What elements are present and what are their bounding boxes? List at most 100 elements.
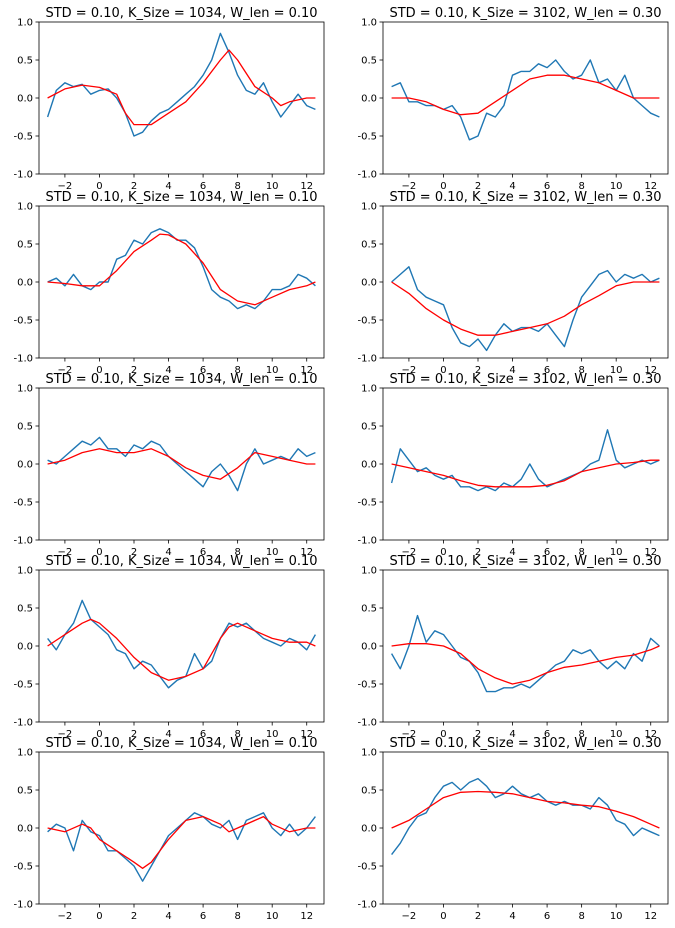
- x-tick-label: 8: [234, 729, 240, 740]
- series-line-1: [47, 436, 316, 492]
- x-tick-label: 4: [165, 911, 171, 922]
- x-tick-label: 6: [544, 181, 550, 192]
- axes-frame: [382, 387, 669, 541]
- series-line-2: [47, 618, 316, 681]
- y-tick-label: 0.5: [17, 422, 33, 433]
- y-tick-label: 1.0: [361, 566, 377, 577]
- y-tick-label: 0.5: [17, 240, 33, 251]
- y-tick-label: 0.5: [361, 786, 377, 797]
- y-tick-label: 0.5: [17, 604, 33, 615]
- y-tick-label: -1.0: [357, 536, 377, 547]
- x-tick-label: 2: [131, 911, 137, 922]
- y-tick-label: -0.5: [357, 498, 377, 509]
- subplot-title: STD = 0.10, K_Size = 3102, W_len = 0.30: [389, 736, 661, 751]
- series-line-1: [390, 429, 660, 492]
- x-tick-label: 4: [509, 365, 515, 376]
- subplot-title: STD = 0.10, K_Size = 3102, W_len = 0.30: [389, 554, 661, 569]
- x-tick-label: 2: [475, 365, 481, 376]
- x-tick-label: 8: [234, 365, 240, 376]
- series-line-1: [391, 777, 660, 856]
- x-tick-label: 6: [544, 729, 550, 740]
- x-tick-label: 12: [644, 729, 657, 740]
- x-tick-label: 10: [266, 181, 279, 192]
- x-tick-label: 2: [475, 911, 481, 922]
- x-tick-label: 0: [440, 911, 446, 922]
- y-tick-label: 0.0: [17, 824, 33, 835]
- subplot-5: -1.0 -0.5 0.0 0.5 1.0 −2 0 2 4 6 8 10 12 STD = 0.10, …: [13, 372, 325, 558]
- x-tick-label: 2: [131, 547, 137, 558]
- y-tick-label: 1.0: [361, 384, 377, 395]
- axes-frame: [38, 387, 325, 541]
- series-line-2: [391, 643, 660, 685]
- x-tick-label: 8: [578, 547, 584, 558]
- x-tick-label: 10: [610, 911, 623, 922]
- x-tick-label: 2: [475, 547, 481, 558]
- x-tick-label: 10: [610, 181, 623, 192]
- x-tick-label: 8: [578, 729, 584, 740]
- x-tick-label: 12: [300, 729, 313, 740]
- x-tick-label: 2: [131, 181, 137, 192]
- x-tick-label: 10: [266, 365, 279, 376]
- x-tick-label: 12: [300, 547, 313, 558]
- x-tick-label: 0: [96, 911, 102, 922]
- y-tick-label: 1.0: [17, 566, 33, 577]
- y-tick-label: -0.5: [13, 498, 33, 509]
- x-tick-label: 4: [509, 729, 515, 740]
- x-tick-label: 8: [578, 911, 584, 922]
- x-tick-label: 6: [200, 181, 206, 192]
- x-tick-label: 2: [131, 729, 137, 740]
- x-tick-label: 10: [266, 729, 279, 740]
- subplot-title: STD = 0.10, K_Size = 3102, W_len = 0.30: [389, 372, 661, 387]
- x-tick-label: 12: [300, 181, 313, 192]
- y-tick-label: 1.0: [361, 202, 377, 213]
- x-tick-label: 6: [200, 911, 206, 922]
- y-tick-label: 0.0: [361, 642, 377, 653]
- series-line-1: [391, 266, 660, 352]
- y-tick-label: -1.0: [357, 354, 377, 365]
- subplot-title: STD = 0.10, K_Size = 3102, W_len = 0.30: [389, 190, 661, 205]
- subplot-title: STD = 0.10, K_Size = 1034, W_len = 0.10: [45, 6, 317, 21]
- x-tick-label: 4: [509, 911, 515, 922]
- y-tick-label: -0.5: [357, 132, 377, 143]
- x-tick-label: 6: [200, 729, 206, 740]
- series-line-2: [47, 815, 316, 869]
- y-tick-label: -1.0: [13, 170, 33, 181]
- subplot-title: STD = 0.10, K_Size = 1034, W_len = 0.10: [45, 736, 317, 751]
- axes-frame: [382, 21, 669, 175]
- y-tick-label: 0.0: [17, 278, 33, 289]
- x-tick-label: 6: [544, 911, 550, 922]
- x-tick-label: 12: [644, 911, 657, 922]
- series-line-1: [47, 599, 317, 689]
- series-line-1: [390, 614, 660, 693]
- y-tick-label: -1.0: [13, 354, 33, 365]
- y-tick-label: -1.0: [13, 536, 33, 547]
- x-tick-label: 8: [578, 365, 584, 376]
- subplot-8: -1.0 -0.5 0.0 0.5 1.0 −2 0 2 4 6 8 10 12 STD = 0.10, …: [357, 554, 669, 740]
- y-tick-label: 1.0: [361, 748, 377, 759]
- y-tick-label: -0.5: [13, 862, 33, 873]
- series-line-2: [391, 281, 660, 336]
- x-tick-label: 2: [475, 729, 481, 740]
- y-tick-label: -0.5: [13, 132, 33, 143]
- x-tick-label: −2: [402, 181, 417, 192]
- y-tick-label: -0.5: [357, 316, 377, 327]
- y-tick-label: 0.0: [17, 642, 33, 653]
- y-tick-label: 1.0: [17, 202, 33, 213]
- subplot-title: STD = 0.10, K_Size = 1034, W_len = 0.10: [45, 554, 317, 569]
- x-tick-label: 0: [440, 365, 446, 376]
- series-line-1: [47, 228, 316, 310]
- subplot-3: -1.0 -0.5 0.0 0.5 1.0 −2 0 2 4 6 8 10 12 STD = 0.10, …: [13, 190, 325, 376]
- x-tick-label: 4: [165, 547, 171, 558]
- series-line-2: [391, 74, 660, 116]
- y-tick-label: 0.0: [361, 460, 377, 471]
- x-tick-label: 12: [300, 911, 313, 922]
- x-tick-label: −2: [58, 547, 73, 558]
- subplot-9: -1.0 -0.5 0.0 0.5 1.0 −2 0 2 4 6 8 10 12 STD = 0.10, …: [13, 736, 325, 922]
- subplot-6: -1.0 -0.5 0.0 0.5 1.0 −2 0 2 4 6 8 10 12 STD = 0.10, …: [357, 372, 669, 558]
- x-tick-label: 4: [165, 729, 171, 740]
- x-tick-label: 0: [440, 729, 446, 740]
- y-tick-label: 0.5: [361, 56, 377, 67]
- y-tick-label: 1.0: [17, 18, 33, 29]
- axes-frame: [382, 569, 669, 723]
